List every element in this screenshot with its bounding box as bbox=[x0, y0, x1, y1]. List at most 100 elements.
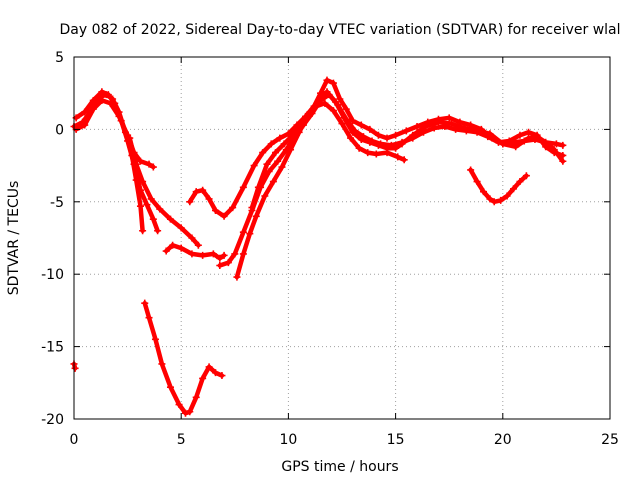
data-point-marker bbox=[392, 144, 400, 152]
data-point-marker bbox=[98, 96, 106, 104]
data-point-marker bbox=[139, 178, 147, 186]
data-point-marker bbox=[447, 120, 455, 128]
data-point-marker bbox=[383, 144, 391, 152]
data-point-marker bbox=[497, 196, 505, 204]
data-point-marker bbox=[250, 162, 258, 170]
data-point-marker bbox=[188, 250, 196, 258]
data-point-marker bbox=[145, 160, 153, 168]
data-point-marker bbox=[89, 96, 97, 104]
data-point-marker bbox=[314, 96, 322, 104]
data-point-marker bbox=[199, 374, 207, 382]
data-point-marker bbox=[162, 247, 170, 255]
data-point-marker bbox=[269, 178, 277, 186]
data-point-marker bbox=[278, 163, 286, 171]
x-tick-label: 20 bbox=[494, 432, 512, 448]
data-point-marker bbox=[192, 393, 200, 401]
data-point-marker bbox=[559, 141, 567, 149]
data-point-marker bbox=[98, 88, 106, 96]
y-axis-label: SDTVAR / TECUs bbox=[6, 181, 22, 296]
data-point-marker bbox=[533, 133, 541, 141]
data-point-marker bbox=[220, 212, 228, 220]
data-point-marker bbox=[149, 215, 157, 223]
data-point-marker bbox=[467, 166, 475, 174]
data-point-marker bbox=[347, 134, 355, 142]
data-point-marker bbox=[254, 183, 262, 191]
data-point-marker bbox=[287, 146, 295, 154]
data-point-marker bbox=[499, 140, 507, 148]
data-point-marker bbox=[106, 99, 114, 107]
data-point-marker bbox=[192, 188, 200, 196]
data-point-marker bbox=[445, 114, 453, 122]
data-point-marker bbox=[212, 206, 220, 214]
data-point-marker bbox=[486, 130, 494, 138]
data-point-marker bbox=[248, 204, 256, 212]
data-point-marker bbox=[349, 128, 357, 136]
data-point-marker bbox=[149, 163, 157, 171]
data-point-marker bbox=[224, 259, 232, 267]
x-axis-label: GPS time / hours bbox=[281, 459, 398, 475]
data-point-marker bbox=[139, 227, 147, 235]
data-point-marker bbox=[394, 153, 402, 161]
series-track-k bbox=[142, 300, 225, 416]
data-point-marker bbox=[205, 195, 213, 203]
data-point-marker bbox=[177, 244, 185, 252]
data-point-marker bbox=[349, 117, 357, 125]
data-point-marker bbox=[156, 205, 164, 213]
data-point-marker bbox=[216, 254, 224, 262]
data-point-marker bbox=[357, 121, 365, 129]
data-point-marker bbox=[400, 156, 408, 164]
data-point-marker bbox=[205, 363, 213, 371]
data-point-marker bbox=[342, 105, 350, 113]
data-point-marker bbox=[199, 186, 207, 194]
data-point-marker bbox=[136, 186, 144, 194]
data-point-marker bbox=[169, 241, 177, 249]
data-point-marker bbox=[239, 250, 247, 258]
data-point-marker bbox=[374, 131, 382, 139]
data-point-marker bbox=[364, 149, 372, 157]
data-point-marker bbox=[329, 79, 337, 87]
data-point-marker bbox=[289, 131, 297, 139]
data-point-marker bbox=[115, 112, 123, 120]
data-point-marker bbox=[151, 335, 159, 343]
data-point-marker bbox=[216, 262, 224, 270]
data-point-marker bbox=[132, 160, 140, 168]
data-point-marker bbox=[147, 195, 155, 203]
data-point-marker bbox=[199, 251, 207, 259]
data-point-marker bbox=[340, 114, 348, 122]
axis-ticks: 0 5 10 15 20 25 5 0 -5 -10 -15 -20 bbox=[41, 50, 619, 448]
data-point-marker bbox=[143, 201, 151, 209]
data-point-marker bbox=[104, 91, 112, 99]
data-point-marker bbox=[480, 188, 488, 196]
data-point-marker bbox=[422, 123, 430, 131]
x-tick-label: 25 bbox=[601, 432, 619, 448]
data-point-marker bbox=[233, 273, 241, 281]
data-point-marker bbox=[284, 130, 292, 138]
plot-frame bbox=[73, 56, 611, 420]
data-point-marker bbox=[490, 198, 498, 206]
data-point-marker bbox=[338, 120, 346, 128]
data-series bbox=[70, 76, 567, 417]
data-point-marker bbox=[306, 108, 314, 116]
data-point-marker bbox=[473, 178, 481, 186]
x-tick-label: 15 bbox=[387, 432, 405, 448]
data-point-marker bbox=[525, 134, 533, 142]
series-track-h bbox=[234, 101, 407, 280]
data-point-marker bbox=[81, 108, 89, 116]
data-point-marker bbox=[71, 364, 79, 372]
data-point-marker bbox=[503, 192, 511, 200]
data-point-marker bbox=[181, 409, 189, 417]
data-point-marker bbox=[409, 131, 417, 139]
data-point-marker bbox=[220, 251, 228, 259]
grid bbox=[74, 57, 610, 419]
data-point-marker bbox=[392, 131, 400, 139]
data-point-marker bbox=[329, 107, 337, 115]
x-tick-label: 5 bbox=[177, 432, 186, 448]
x-tick-label: 10 bbox=[279, 432, 297, 448]
data-point-marker bbox=[280, 140, 288, 148]
data-point-marker bbox=[398, 140, 406, 148]
data-point-marker bbox=[516, 178, 524, 186]
data-point-marker bbox=[194, 241, 202, 249]
data-point-marker bbox=[154, 227, 162, 235]
data-point-marker bbox=[141, 299, 149, 307]
